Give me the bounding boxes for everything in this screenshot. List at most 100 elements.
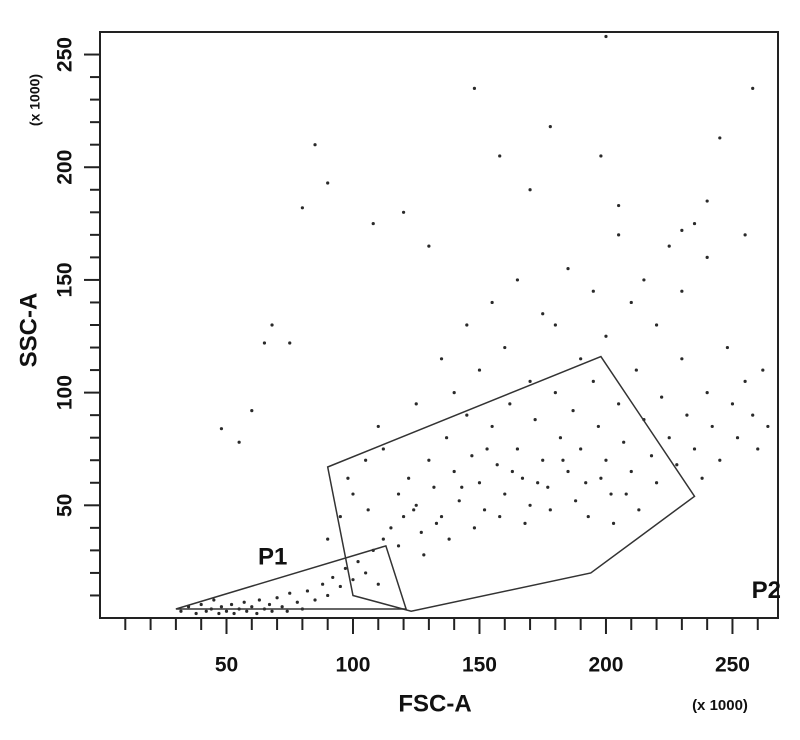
event-dot xyxy=(250,605,254,609)
event-dot xyxy=(199,602,203,607)
event-dot xyxy=(432,485,436,489)
event-dot xyxy=(326,181,330,185)
event-dot xyxy=(346,476,350,480)
event-dot xyxy=(407,476,411,480)
event-dot xyxy=(313,143,317,147)
event-dot xyxy=(364,458,368,462)
event-dot xyxy=(472,86,477,90)
event-dot xyxy=(548,508,552,512)
event-dot xyxy=(300,206,304,210)
event-dot xyxy=(366,508,370,512)
event-dot xyxy=(490,424,494,429)
event-dot xyxy=(250,409,254,413)
event-dot xyxy=(270,609,274,613)
event-dot xyxy=(401,210,406,214)
event-dot xyxy=(611,521,616,525)
event-dot xyxy=(756,447,760,451)
event-dot xyxy=(546,485,550,489)
event-dot xyxy=(313,598,317,602)
event-dot xyxy=(591,289,595,293)
event-dot xyxy=(447,537,451,541)
event-dot xyxy=(257,598,261,602)
event-dot xyxy=(680,289,684,293)
event-dot xyxy=(338,584,342,589)
event-dot xyxy=(219,605,224,609)
event-dot xyxy=(566,469,570,474)
event-dot xyxy=(743,233,747,237)
y-tick-label: 200 xyxy=(54,150,77,185)
event-dot xyxy=(523,521,527,525)
event-dot xyxy=(617,402,621,406)
event-dot xyxy=(761,368,765,372)
event-dot xyxy=(331,575,335,580)
x-tick-label: 250 xyxy=(715,654,750,677)
gate xyxy=(326,355,696,613)
gate xyxy=(175,544,408,610)
event-dot xyxy=(439,357,444,361)
event-dot xyxy=(692,447,697,451)
event-dot xyxy=(232,611,236,616)
event-dot xyxy=(591,379,595,383)
event-dot xyxy=(376,582,380,586)
y-axis-label: SSC-A xyxy=(15,293,42,368)
event-dot xyxy=(510,469,514,474)
event-dot xyxy=(326,537,330,541)
event-dot xyxy=(351,492,355,496)
event-dot xyxy=(219,427,224,431)
event-dot xyxy=(179,609,183,613)
event-dot xyxy=(705,391,709,395)
x-unit: (x 1000) xyxy=(692,697,748,714)
event-dot xyxy=(242,600,246,604)
event-dot xyxy=(571,409,575,413)
event-dot xyxy=(364,571,368,575)
event-dot xyxy=(485,447,489,451)
event-dot xyxy=(541,458,545,462)
event-dot xyxy=(515,278,520,282)
event-dot xyxy=(579,447,583,451)
event-dot xyxy=(735,436,740,440)
event-dot xyxy=(705,199,709,203)
event-dot xyxy=(751,86,755,90)
event-dot xyxy=(439,514,444,519)
y-tick-label: 250 xyxy=(54,37,77,72)
event-dot xyxy=(412,508,416,512)
event-dot xyxy=(288,341,292,345)
event-dot xyxy=(624,492,628,496)
event-dot xyxy=(255,611,259,616)
event-dot xyxy=(295,600,299,604)
event-dot xyxy=(414,402,418,406)
event-dot xyxy=(553,323,557,327)
event-dot xyxy=(414,503,418,507)
event-dot xyxy=(288,591,292,595)
event-dot xyxy=(604,458,608,462)
event-dot xyxy=(634,368,638,372)
event-dot xyxy=(586,514,590,519)
event-dot xyxy=(520,476,525,480)
event-dot xyxy=(321,582,325,586)
event-dot xyxy=(617,203,621,208)
event-dot xyxy=(596,424,600,429)
event-dot xyxy=(427,458,431,462)
event-dot xyxy=(434,521,439,525)
event-dot xyxy=(381,447,385,451)
event-dot xyxy=(490,300,494,305)
gate-label: P2 xyxy=(752,577,781,604)
event-dot xyxy=(381,537,385,541)
event-dot xyxy=(667,436,671,440)
event-dot xyxy=(705,255,709,259)
event-dot xyxy=(725,345,730,350)
event-dot xyxy=(680,357,684,361)
event-dot xyxy=(558,436,563,440)
event-dot xyxy=(503,345,507,350)
event-dot xyxy=(305,589,310,593)
event-dot xyxy=(285,609,289,613)
event-dot xyxy=(465,323,469,327)
event-dot xyxy=(561,458,565,462)
y-tick-label: 150 xyxy=(54,262,77,297)
event-dot xyxy=(245,609,249,613)
event-dot xyxy=(629,469,633,474)
x-tick-label: 100 xyxy=(335,654,370,677)
event-dot xyxy=(515,447,520,451)
event-dot xyxy=(528,379,532,383)
event-dot xyxy=(275,596,279,600)
